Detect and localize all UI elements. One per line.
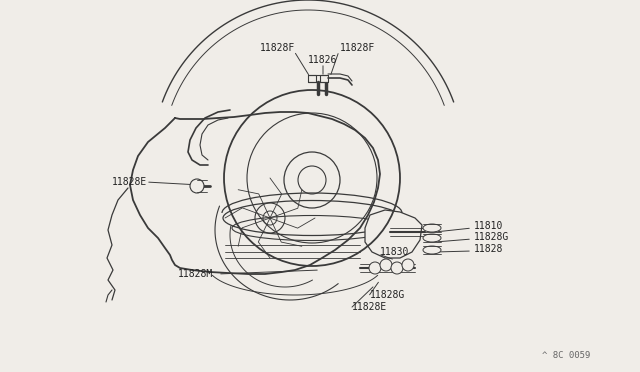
- Circle shape: [402, 259, 414, 271]
- Text: 11828F: 11828F: [340, 43, 375, 53]
- Text: 11828G: 11828G: [474, 232, 509, 242]
- Text: 11828E: 11828E: [352, 302, 387, 312]
- Circle shape: [190, 179, 204, 193]
- Text: 11830: 11830: [380, 247, 410, 257]
- Polygon shape: [308, 75, 316, 82]
- Text: 11810: 11810: [474, 221, 504, 231]
- Ellipse shape: [423, 246, 441, 254]
- Ellipse shape: [423, 224, 441, 232]
- Text: 11828: 11828: [474, 244, 504, 254]
- Text: 11828G: 11828G: [370, 290, 405, 300]
- Circle shape: [380, 259, 392, 271]
- Circle shape: [391, 262, 403, 274]
- Ellipse shape: [423, 234, 441, 242]
- Text: 11826: 11826: [308, 55, 338, 65]
- Text: 11828F: 11828F: [260, 43, 295, 53]
- Polygon shape: [320, 75, 328, 82]
- Text: ^ 8C 0059: ^ 8C 0059: [541, 350, 590, 359]
- Text: 11828E: 11828E: [112, 177, 147, 187]
- Circle shape: [369, 262, 381, 274]
- Polygon shape: [365, 210, 422, 258]
- Text: 11828M: 11828M: [178, 269, 213, 279]
